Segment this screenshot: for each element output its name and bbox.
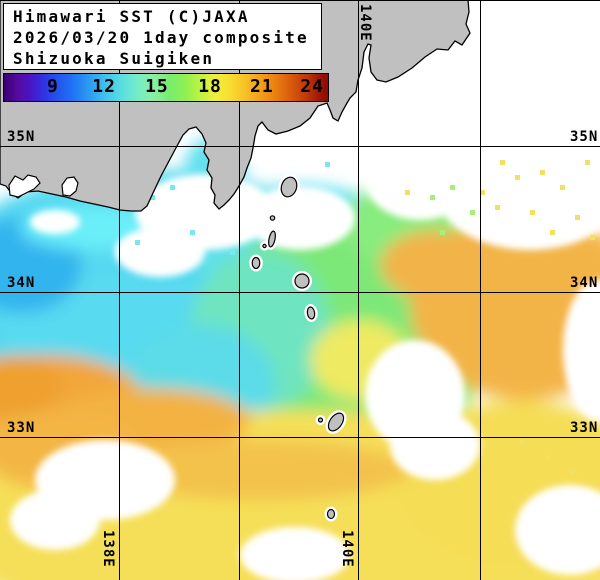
title-product: Himawari SST (C)JAXA (13, 7, 250, 26)
lat-label-34n-left: 34N (7, 275, 35, 291)
island-kozushima (251, 256, 261, 270)
lake-hamana (8, 174, 41, 198)
colorbar-tick-15: 15 (145, 76, 169, 97)
lon-label-138e-bottom: 138E (100, 530, 116, 568)
colorbar-tick-9: 9 (47, 76, 59, 97)
island-hachijojima (327, 412, 345, 432)
island-oshima (280, 176, 298, 198)
island-miyakejima (294, 273, 310, 289)
title-box: Himawari SST (C)JAXA 2026/03/20 1day com… (3, 3, 322, 70)
colorbar-tick-18: 18 (198, 76, 222, 97)
speckle-noise (135, 160, 595, 475)
lon-label-140e-bottom: 140E (339, 530, 355, 568)
title-date: 2026/03/20 1day composite (13, 28, 309, 47)
colorbar-tick-24: 24 (300, 76, 324, 97)
colorbar-tick-12: 12 (92, 76, 116, 97)
island-niijima (268, 230, 276, 248)
colorbar-tick-21: 21 (250, 76, 274, 97)
lon-label-140e-top: 140E (357, 4, 373, 42)
lat-label-33n-right: 33N (570, 420, 598, 436)
izu-islands (249, 174, 347, 522)
coastal-lagoon (61, 176, 79, 197)
island-hachijokojima (317, 417, 324, 423)
lat-label-33n-left: 33N (7, 420, 35, 436)
temperature-colorbar: 9 12 15 18 21 24 (3, 73, 329, 102)
lat-label-34n-right: 34N (570, 275, 598, 291)
lat-label-35n-right: 35N (570, 129, 598, 145)
island-toshima (269, 215, 276, 221)
graticule-labels: 35N 35N 34N 34N 33N 33N 138E 140E 140E (7, 4, 598, 568)
island-shikinejima (262, 243, 267, 249)
title-institution: Shizuoka Suigiken (13, 49, 215, 68)
lat-label-35n-left: 35N (7, 129, 35, 145)
island-aogashima (326, 508, 336, 520)
island-mikurajima (306, 306, 316, 320)
